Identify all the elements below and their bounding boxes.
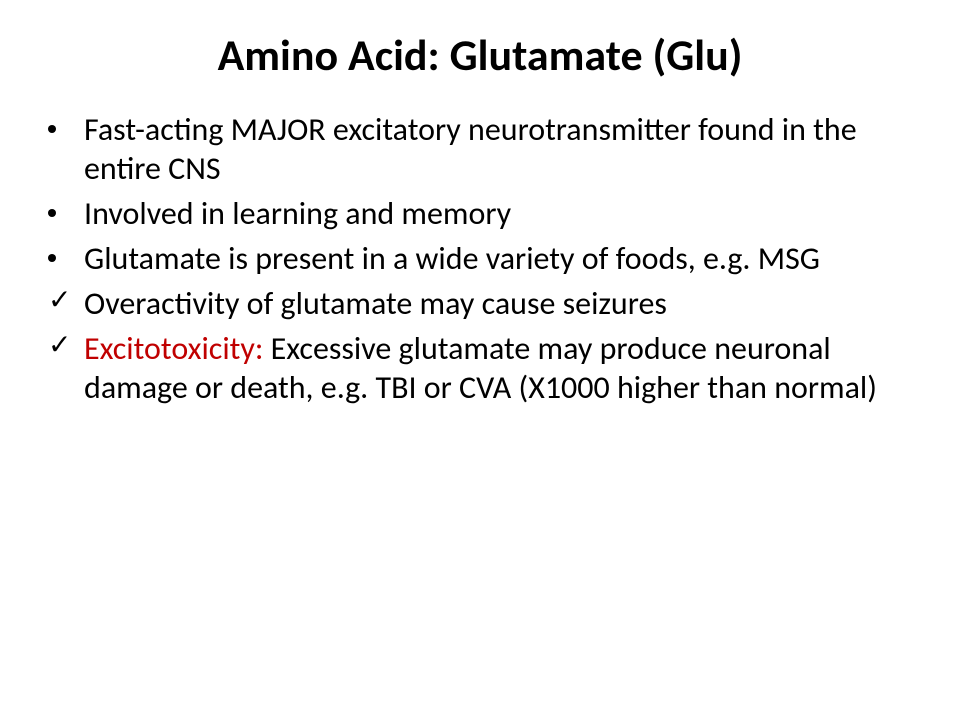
check-icon: ✓ [48, 286, 71, 314]
slide-title: Amino Acid: Glutamate (Glu) [40, 28, 920, 82]
bullet-text: Involved in learning and memory [84, 194, 511, 233]
bullet-icon [48, 254, 56, 262]
list-item: Fast-acting MAJOR excitatory neurotransm… [40, 110, 920, 188]
bullet-text: Overactivity of glutamate may cause seiz… [84, 284, 667, 323]
list-item: ✓ Overactivity of glutamate may cause se… [40, 284, 920, 323]
check-icon: ✓ [48, 331, 71, 359]
bullet-list: Fast-acting MAJOR excitatory neurotransm… [40, 110, 920, 407]
bullet-text: Fast-acting MAJOR excitatory neurotransm… [84, 110, 857, 188]
bullet-text: Glutamate is present in a wide variety o… [84, 239, 820, 278]
bullet-icon [48, 125, 56, 133]
list-item: Involved in learning and memory [40, 194, 920, 233]
highlight-term: Excitotoxicity: [84, 329, 263, 368]
list-item: Glutamate is present in a wide variety o… [40, 239, 920, 278]
bullet-icon [48, 209, 56, 217]
list-item: ✓ Excitotoxicity: Excessive glutamate ma… [40, 329, 920, 407]
